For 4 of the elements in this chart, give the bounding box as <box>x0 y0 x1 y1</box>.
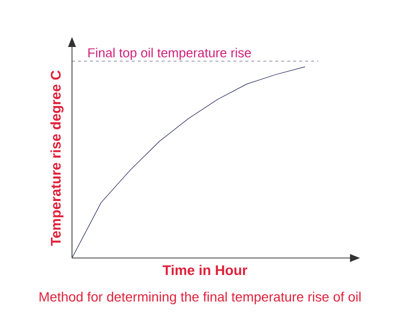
ref-line-label: Final top oil temperature rise <box>88 48 251 60</box>
x-axis-title: Time in Hour <box>162 264 248 276</box>
text: Method for determining the final temperature rise of oil <box>40 292 361 304</box>
y-axis-title: Temperature rise degree C <box>50 70 64 246</box>
